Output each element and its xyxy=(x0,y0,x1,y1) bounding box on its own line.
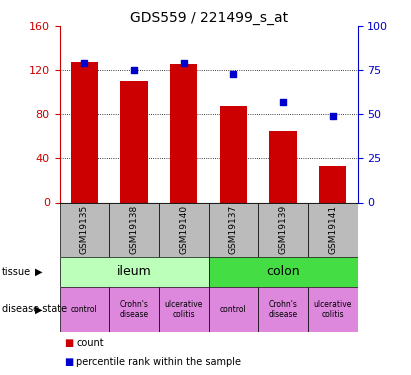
Text: GSM19140: GSM19140 xyxy=(179,205,188,254)
Bar xyxy=(60,257,209,287)
Bar xyxy=(60,202,109,257)
Bar xyxy=(270,131,297,203)
Point xyxy=(81,60,88,66)
Text: colon: colon xyxy=(266,266,300,278)
Bar xyxy=(208,287,258,332)
Text: ulcerative
colitis: ulcerative colitis xyxy=(164,300,203,319)
Text: ■: ■ xyxy=(64,338,73,348)
Bar xyxy=(60,287,109,332)
Text: GSM19135: GSM19135 xyxy=(80,205,89,254)
Text: Crohn's
disease: Crohn's disease xyxy=(268,300,298,319)
Text: ileum: ileum xyxy=(117,266,152,278)
Text: disease state: disease state xyxy=(2,304,67,314)
Bar xyxy=(159,287,208,332)
Bar xyxy=(71,62,98,202)
Point xyxy=(230,71,237,77)
Bar xyxy=(120,81,148,203)
Text: GSM19138: GSM19138 xyxy=(129,205,139,254)
Bar xyxy=(170,64,197,202)
Title: GDS559 / 221499_s_at: GDS559 / 221499_s_at xyxy=(129,11,288,25)
Text: ■: ■ xyxy=(64,357,73,367)
Point xyxy=(280,99,286,105)
Bar xyxy=(208,257,358,287)
Text: percentile rank within the sample: percentile rank within the sample xyxy=(76,357,241,367)
Text: GSM19141: GSM19141 xyxy=(328,205,337,254)
Text: ▶: ▶ xyxy=(35,304,43,314)
Point xyxy=(180,60,187,66)
Text: control: control xyxy=(220,305,247,314)
Text: GSM19137: GSM19137 xyxy=(229,205,238,254)
Bar xyxy=(109,202,159,257)
Bar xyxy=(159,202,208,257)
Text: tissue: tissue xyxy=(2,267,31,277)
Point xyxy=(131,68,137,74)
Bar xyxy=(208,202,258,257)
Bar xyxy=(258,202,308,257)
Bar xyxy=(109,287,159,332)
Bar xyxy=(220,106,247,202)
Text: ▶: ▶ xyxy=(35,267,43,277)
Bar xyxy=(319,166,346,202)
Text: count: count xyxy=(76,338,104,348)
Bar xyxy=(308,202,358,257)
Bar xyxy=(308,287,358,332)
Bar xyxy=(258,287,308,332)
Point xyxy=(330,113,336,119)
Text: Crohn's
disease: Crohn's disease xyxy=(120,300,149,319)
Text: GSM19139: GSM19139 xyxy=(279,205,288,254)
Text: ulcerative
colitis: ulcerative colitis xyxy=(314,300,352,319)
Text: control: control xyxy=(71,305,98,314)
